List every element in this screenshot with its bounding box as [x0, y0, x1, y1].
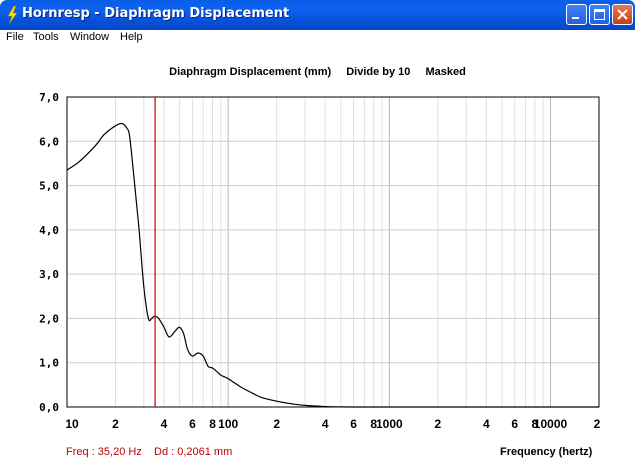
plot-title: Diaphragm Displacement (mm) Divide by 10… [0, 66, 635, 78]
minimize-button[interactable] [566, 4, 587, 25]
x-tick-label: 4 [322, 417, 329, 431]
y-tick-label: 0,0 [39, 401, 59, 414]
x-tick-label: 10000 [534, 417, 568, 431]
x-tick-label: 8 [370, 417, 377, 431]
x-tick-label: 8 [532, 417, 539, 431]
x-tick-label: 6 [511, 417, 518, 431]
y-tick-label: 1,0 [39, 357, 59, 370]
plot-frame [66, 96, 600, 408]
y-tick-label: 3,0 [39, 268, 59, 281]
x-tick-label: 2 [594, 417, 601, 431]
menu-tools[interactable]: Tools [33, 31, 59, 43]
menu-file[interactable]: File [6, 31, 24, 43]
window-title: Hornresp - Diaphragm Displacement [22, 6, 290, 21]
title-bar: Hornresp - Diaphragm Displacement [0, 0, 635, 30]
x-tick-label: 4 [161, 417, 168, 431]
x-tick-label: 2 [434, 417, 441, 431]
x-tick-label: 2 [112, 417, 119, 431]
x-tick-label: 8 [209, 417, 216, 431]
maximize-button[interactable] [589, 4, 610, 25]
x-axis-title: Frequency (hertz) [500, 446, 593, 458]
minimize-icon [572, 17, 579, 19]
x-tick-label: 2 [273, 417, 280, 431]
close-button[interactable] [612, 4, 633, 25]
plot-title-masked: Masked [425, 66, 466, 78]
x-tick-label: 10 [65, 417, 79, 431]
menu-window[interactable]: Window [70, 31, 110, 43]
x-tick-label: 4 [483, 417, 490, 431]
close-icon [617, 9, 628, 20]
menu-help[interactable]: Help [120, 31, 143, 43]
y-tick-label: 6,0 [39, 135, 59, 148]
x-tick-label: 6 [350, 417, 357, 431]
plot-title-divide: Divide by 10 [346, 66, 411, 78]
y-tick-label: 2,0 [39, 312, 59, 325]
x-tick-label: 6 [189, 417, 196, 431]
displacement-curve [66, 122, 599, 408]
maximize-icon [594, 9, 605, 20]
plot-title-main: Diaphragm Displacement (mm) [169, 66, 332, 78]
x-tick-label: 100 [218, 417, 238, 431]
lightning-icon [7, 6, 18, 24]
y-tick-label: 4,0 [39, 224, 59, 237]
status-frequency: Freq : 35,20 Hz [66, 446, 142, 458]
y-tick-label: 7,0 [39, 91, 59, 104]
menu-bar: File Tools Window Help [0, 30, 635, 46]
status-displacement: Dd : 0,2061 mm [154, 446, 233, 458]
x-tick-label: 1000 [376, 417, 403, 431]
y-tick-label: 5,0 [39, 180, 59, 193]
